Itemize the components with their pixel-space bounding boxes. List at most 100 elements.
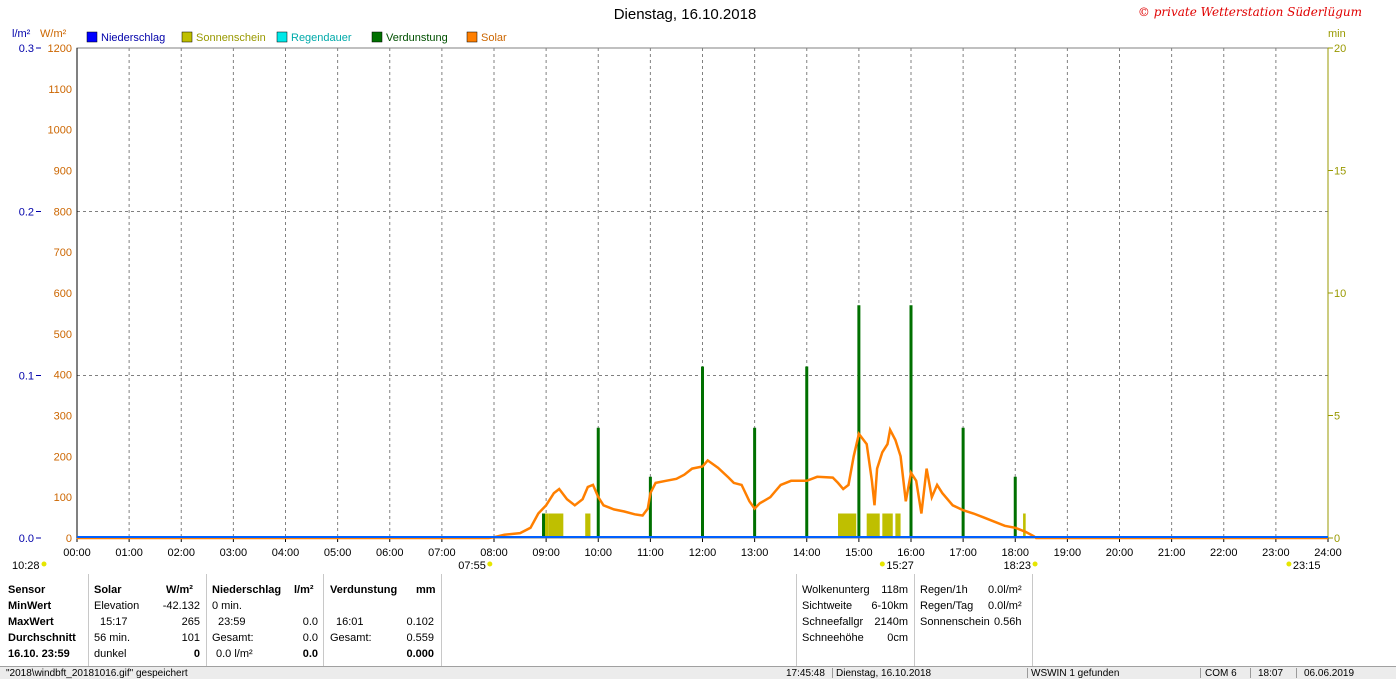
x-tick-label: 08:00 (480, 547, 508, 559)
sunshine-bar (882, 513, 893, 538)
sunshine-label: Sonnenschein (920, 616, 990, 628)
x-tick-label: 24:00 (1314, 547, 1342, 559)
status-today: 06.06.2019 (1304, 668, 1355, 679)
evaporation-bar (805, 366, 809, 538)
x-tick-label: 19:00 (1054, 547, 1082, 559)
y-solar-label: 1200 (48, 43, 72, 55)
legend-label: Regendauer (291, 32, 352, 44)
x-tick-label: 04:00 (272, 547, 300, 559)
evaporation-bar (753, 427, 757, 538)
evap-max-time: 16:01 (336, 616, 364, 628)
legend-label: Verdunstung (386, 32, 448, 44)
marker-label: 18:23 (1004, 560, 1032, 572)
snow-depth-value: 0cm (887, 632, 908, 644)
precip-total-label: Gesamt: (212, 632, 254, 644)
x-tick-label: 06:00 (376, 547, 404, 559)
precip-current-value: 0.0 (302, 648, 318, 660)
solar-avg-value: 101 (181, 632, 200, 644)
solar-unit: W/m² (166, 584, 193, 596)
x-tick-label: 18:00 (1001, 547, 1029, 559)
status-date: Dienstag, 16.10.2018 (836, 668, 932, 679)
marker-label: 10:28 (12, 560, 40, 572)
snowline-label: Schneefallgr (802, 616, 864, 628)
sunshine-bar (543, 513, 549, 538)
y-solar-label: 100 (54, 492, 72, 504)
chart-axes (36, 47, 1333, 542)
marker-dot (41, 561, 47, 567)
evaporation-bars (542, 305, 1017, 538)
rain-1h-label: Regen/1h (920, 584, 968, 596)
evaporation-bar (542, 513, 546, 538)
solar-header: Solar (94, 584, 122, 596)
sunshine-bar (866, 513, 880, 538)
cloud-base-value: 118m (881, 584, 908, 596)
y-solar-label: 300 (54, 411, 72, 423)
y-min-label: 10 (1334, 288, 1346, 300)
right-unit-min: min (1328, 28, 1346, 40)
solar-avg-label: 56 min. (94, 632, 131, 644)
solar-elev-value: -42.132 (162, 600, 200, 612)
y-solar-label: 1100 (48, 84, 72, 96)
y-precip-label: 0.0 (19, 533, 34, 545)
y-solar-label: 500 (54, 329, 72, 341)
marker-label: 23:15 (1293, 560, 1321, 572)
y-solar-label: 1000 (48, 125, 72, 137)
y-min-label: 0 (1334, 533, 1340, 545)
x-tick-label: 13:00 (741, 547, 769, 559)
sunshine-bar (548, 513, 564, 538)
x-tick-labels: 00:00 01:00 02:00 03:00 04:00 05:00 06:00 07:00… (63, 547, 1342, 559)
evaporation-bar (596, 427, 600, 538)
sunshine-bars (543, 513, 1026, 538)
x-tick-label: 00:00 (63, 547, 91, 559)
x-tick-label: 02:00 (167, 547, 195, 559)
x-tick-label: 11:00 (637, 547, 664, 559)
solar-elev-label: Elevation (94, 600, 140, 612)
y-precip-label: 0.1 (19, 371, 34, 383)
solar-max-time: 15:17 (100, 616, 128, 628)
rain-1h-value: 0.0l/m² (988, 584, 1022, 596)
evap-unit: mm (416, 584, 436, 596)
snow-depth-label: Schneehöhe (802, 632, 864, 644)
evap-max-value: 0.102 (406, 616, 434, 628)
left-unit-precip: l/m² (12, 28, 31, 40)
x-tick-label: 23:00 (1262, 547, 1290, 559)
visibility-value: 6-10km (871, 600, 908, 612)
sensor-min: MinWert (8, 600, 52, 612)
precip-max-time: 23:59 (218, 616, 246, 628)
x-tick-label: 09:00 (532, 547, 560, 559)
visibility-label: Sichtweite (802, 600, 853, 612)
precip-unit: l/m² (294, 584, 314, 596)
precip-min-label: 0 min. (212, 600, 242, 612)
evaporation-bar (701, 366, 704, 538)
status-file: "2018\windbft_20181016.gif" gespeichert (6, 668, 188, 679)
legend: Niederschlag Sonnenschein Regendauer Verdun… (86, 31, 507, 44)
y-tick-labels: 0.00.10.20.30100200300400500600700800900… (19, 43, 1347, 545)
legend-label: Sonnenschein (196, 32, 266, 44)
x-tick-label: 05:00 (324, 547, 352, 559)
evap-total-value: 0.559 (406, 632, 434, 644)
legend-swatch (466, 31, 478, 43)
x-tick-label: 03:00 (220, 547, 248, 559)
marker-label: 07:55 (458, 560, 486, 572)
x-tick-label: 01:00 (115, 547, 143, 559)
x-tick-label: 16:00 (897, 547, 925, 559)
precip-max-value: 0.0 (302, 616, 318, 628)
y-solar-label: 600 (54, 288, 72, 300)
x-tick-label: 20:00 (1106, 547, 1134, 559)
solar-state: dunkel (94, 648, 127, 660)
y-solar-label: 700 (54, 247, 72, 259)
copyright-text: © private Wetterstation Süderlügum (1137, 5, 1362, 19)
evaporation-bar (909, 305, 913, 538)
precip-current-label: 0.0 l/m² (216, 648, 253, 660)
evaporation-bar (648, 476, 652, 538)
y-solar-label: 800 (54, 206, 72, 218)
sunshine-bar (838, 513, 857, 538)
left-unit-solar: W/m² (40, 28, 67, 40)
sunshine-bar (895, 513, 901, 538)
solar-line (77, 425, 1328, 540)
x-tick-label: 21:00 (1158, 547, 1186, 559)
x-tick-label: 15:00 (845, 547, 873, 559)
legend-label: Niederschlag (101, 32, 165, 44)
evap-current-value: 0.000 (406, 648, 434, 660)
x-tick-label: 14:00 (793, 547, 821, 559)
